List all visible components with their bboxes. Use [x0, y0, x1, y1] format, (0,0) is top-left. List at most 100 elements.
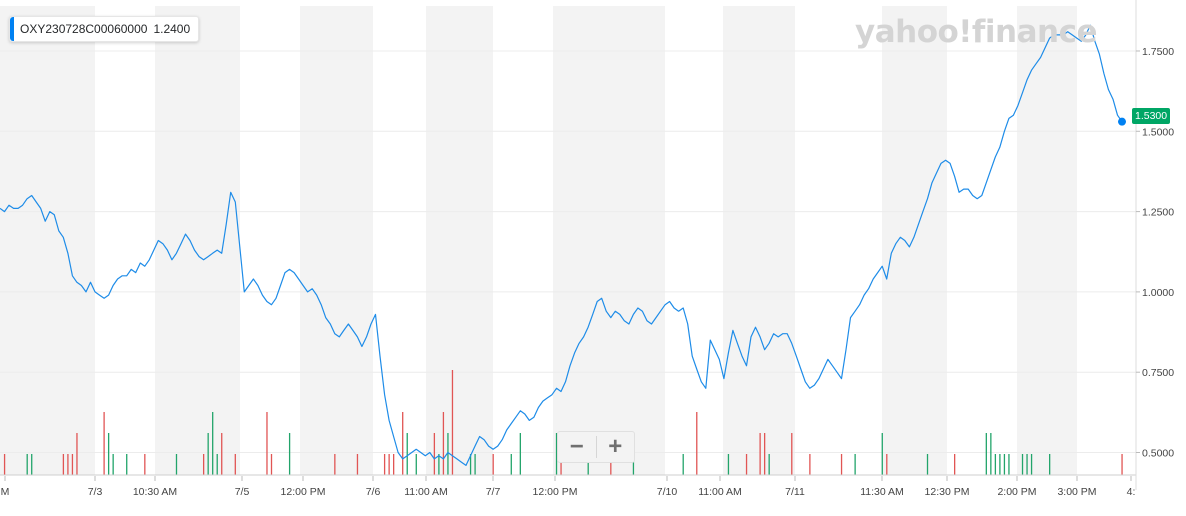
- volume-bar: [112, 454, 114, 475]
- legend-value: 1.2400: [153, 22, 191, 36]
- volume-bar: [31, 454, 33, 475]
- x-tick-label: 11:30 AM: [860, 486, 904, 498]
- volume-bar: [447, 433, 449, 475]
- volume-bar: [1026, 454, 1028, 475]
- volume-bar: [207, 433, 209, 475]
- session-band: [553, 6, 665, 475]
- y-tick-label: 1.2500: [1142, 207, 1174, 219]
- volume-bar: [587, 454, 589, 475]
- volume-bar: [469, 454, 472, 475]
- volume-bar: [266, 412, 268, 475]
- session-band: [723, 6, 795, 475]
- y-axis: 0.5000 0.7500 1.0000 1.2500 1.5000 1.7500: [1135, 0, 1174, 490]
- volume-bar: [985, 433, 987, 475]
- volume-bar: [1003, 454, 1006, 475]
- volume-bar: [356, 454, 359, 475]
- volume-bar: [727, 454, 730, 475]
- legend-symbol: OXY230728C00060000: [20, 22, 148, 36]
- volume-bar: [107, 433, 110, 475]
- x-tick-label: 12:00 PM: [281, 486, 326, 498]
- x-tick-label: 12:00 PM: [533, 486, 578, 498]
- volume-bar: [809, 454, 811, 475]
- volume-bar: [402, 412, 404, 475]
- current-price-tag: 1.5300: [1132, 108, 1171, 124]
- volume-bar: [433, 433, 436, 475]
- volume-bar: [26, 454, 28, 475]
- volume-bar: [886, 454, 888, 475]
- volume-bar: [103, 412, 105, 475]
- volume-bar: [990, 433, 992, 475]
- yahoo-finance-logo: yahoo!finance: [855, 14, 1098, 50]
- volume-bar: [212, 412, 214, 475]
- session-band: [155, 6, 240, 475]
- y-tick-label: 1.5000: [1142, 126, 1174, 138]
- volume-bars: [3, 370, 1123, 475]
- volume-bar: [406, 433, 408, 475]
- session-band: [426, 6, 493, 475]
- last-price-dot: [1118, 117, 1126, 126]
- volume-bar: [1121, 454, 1123, 475]
- y-tick-label: 1.7500: [1142, 46, 1174, 58]
- volume-bar: [682, 454, 684, 475]
- volume-bar: [854, 454, 856, 475]
- volume-bar: [442, 412, 445, 475]
- volume-bar: [1021, 454, 1024, 475]
- x-tick-label: 4:: [1127, 486, 1136, 498]
- volume-bar: [474, 454, 476, 475]
- volume-bar: [202, 454, 205, 475]
- volume-bar: [438, 454, 440, 475]
- x-tick-label: 7/6: [366, 486, 381, 498]
- legend-box[interactable]: OXY230728C00060000 1.2400: [9, 16, 200, 42]
- price-line: [0, 24, 1123, 466]
- volume-bar: [71, 454, 74, 475]
- volume-bar: [270, 454, 273, 475]
- price-series: [0, 24, 1126, 466]
- volume-bar: [881, 433, 883, 475]
- volume-bar: [791, 433, 793, 475]
- volume-bar: [1030, 454, 1033, 475]
- zoom-out-button[interactable]: −: [569, 433, 584, 460]
- x-tick-label: 11:00 AM: [698, 486, 742, 498]
- volume-bar: [334, 454, 336, 475]
- zoom-control: − +: [557, 431, 635, 463]
- volume-bar: [76, 433, 78, 475]
- volume-bar: [999, 454, 1001, 475]
- session-band: [300, 6, 373, 475]
- volume-bar: [67, 454, 69, 475]
- volume-bar: [994, 454, 997, 475]
- session-band: [1017, 6, 1077, 475]
- zoom-divider: [595, 436, 597, 458]
- x-tick-label: 10:30 AM: [133, 486, 177, 498]
- volume-bar: [1008, 454, 1010, 475]
- zoom-in-button[interactable]: +: [608, 433, 623, 460]
- volume-bar: [216, 454, 218, 475]
- volume-bar: [175, 454, 178, 475]
- volume-bar: [632, 454, 635, 475]
- session-band: [0, 6, 95, 475]
- volume-bar: [451, 370, 454, 475]
- legend-swatch: [10, 17, 14, 41]
- volume-bar: [519, 433, 521, 475]
- volume-bar: [560, 454, 562, 475]
- volume-bar: [221, 433, 223, 475]
- volume-bar: [388, 454, 390, 475]
- volume-bar: [234, 454, 236, 475]
- volume-bar: [3, 454, 6, 475]
- y-tick-label: 1.0000: [1142, 287, 1174, 299]
- x-tick-label: 7/5: [235, 486, 250, 498]
- volume-bar: [763, 433, 766, 475]
- volume-bar: [144, 454, 146, 475]
- x-tick-label: 11:00 AM: [404, 486, 448, 498]
- volume-bar: [759, 433, 761, 475]
- x-tick-label: 3:00 PM: [1057, 486, 1096, 498]
- x-tick-label: 12:30 PM: [925, 486, 970, 498]
- x-tick-label: 7/3: [88, 486, 103, 498]
- volume-bar: [768, 454, 770, 475]
- volume-bar: [383, 454, 386, 475]
- volume-bar: [840, 454, 843, 475]
- volume-bar: [510, 454, 512, 475]
- y-tick-label: 0.5000: [1142, 448, 1174, 460]
- session-band: [882, 6, 947, 475]
